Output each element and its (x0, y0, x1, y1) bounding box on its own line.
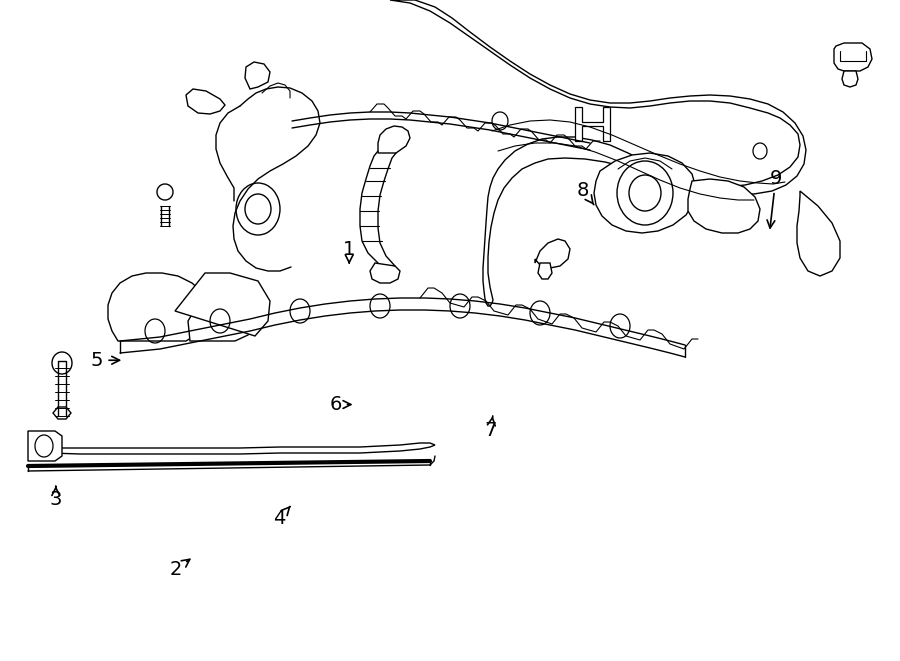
Polygon shape (188, 286, 258, 341)
Polygon shape (245, 62, 270, 89)
Polygon shape (370, 263, 400, 283)
Polygon shape (688, 179, 760, 233)
Polygon shape (797, 191, 840, 276)
Text: 2: 2 (169, 559, 190, 579)
Polygon shape (842, 71, 858, 87)
Polygon shape (575, 107, 610, 141)
Polygon shape (53, 407, 71, 419)
Polygon shape (390, 0, 806, 306)
Text: 4: 4 (273, 506, 290, 528)
Polygon shape (38, 439, 435, 454)
Text: 8: 8 (577, 181, 594, 205)
Polygon shape (28, 431, 62, 461)
Polygon shape (378, 126, 410, 153)
Polygon shape (535, 239, 570, 268)
Text: 7: 7 (484, 416, 497, 440)
Polygon shape (538, 263, 552, 279)
Text: 5: 5 (91, 351, 120, 369)
Polygon shape (186, 89, 225, 114)
Text: 9: 9 (767, 169, 782, 228)
Polygon shape (175, 273, 270, 336)
Text: 3: 3 (50, 486, 62, 508)
Text: 1: 1 (343, 241, 356, 263)
Polygon shape (108, 273, 208, 341)
Polygon shape (594, 153, 696, 233)
Polygon shape (834, 43, 872, 71)
Text: 6: 6 (329, 395, 351, 414)
